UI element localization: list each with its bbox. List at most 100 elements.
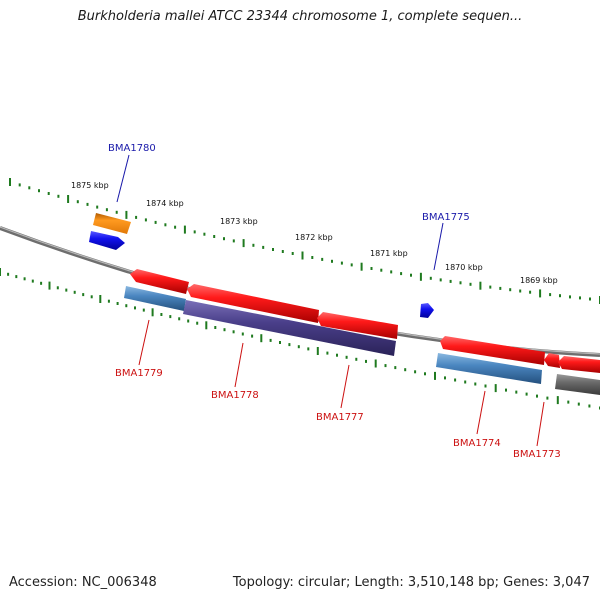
minor-tick xyxy=(569,295,571,299)
minor-tick xyxy=(7,272,10,276)
minor-tick xyxy=(489,285,492,289)
minor-tick xyxy=(404,368,407,372)
gene-bma1774-box[interactable] xyxy=(436,353,542,384)
kbp-label: 1871 kbp xyxy=(370,249,408,258)
minor-tick xyxy=(515,390,518,394)
major-tick xyxy=(67,195,70,203)
minor-tick xyxy=(107,299,110,303)
gene-bma1779-box[interactable] xyxy=(124,286,186,311)
gene-label-bma1777[interactable]: BMA1777 xyxy=(316,412,364,423)
major-tick xyxy=(205,321,208,330)
minor-tick xyxy=(459,281,462,285)
kbp-label: 1872 kbp xyxy=(295,233,333,242)
minor-tick xyxy=(429,276,432,280)
minor-tick xyxy=(509,288,512,292)
minor-tick xyxy=(326,351,329,355)
minor-tick xyxy=(279,341,281,344)
minor-tick xyxy=(288,343,291,347)
minor-tick xyxy=(57,194,60,198)
gene-bma1778-red[interactable] xyxy=(187,284,319,323)
minor-tick xyxy=(444,376,446,380)
major-tick xyxy=(494,384,497,393)
gene-label-bma1775[interactable]: BMA1775 xyxy=(422,212,470,223)
minor-tick xyxy=(56,286,59,290)
minor-tick xyxy=(223,328,226,332)
minor-tick xyxy=(135,215,138,219)
kbp-label: 1870 kbp xyxy=(445,263,483,272)
minor-tick xyxy=(567,400,570,404)
minor-tick xyxy=(203,232,206,236)
minor-tick xyxy=(505,388,507,392)
minor-tick xyxy=(297,345,300,349)
minor-tick xyxy=(174,225,177,229)
major-tick xyxy=(360,262,363,271)
gene-bma1779-red[interactable] xyxy=(130,269,189,294)
gene-bma1775[interactable] xyxy=(420,303,434,318)
minor-tick xyxy=(40,281,43,285)
leader-bma1777 xyxy=(340,364,350,409)
leader-bma1778 xyxy=(234,342,244,388)
topology-summary: Topology: circular; Length: 3,510,148 bp… xyxy=(232,575,590,590)
minor-tick xyxy=(355,357,358,361)
leader-bma1775 xyxy=(433,222,444,271)
minor-tick xyxy=(424,372,426,376)
minor-tick xyxy=(232,330,235,334)
minor-tick xyxy=(38,189,40,193)
gene-bma1778-box[interactable] xyxy=(183,300,396,356)
minor-tick xyxy=(272,248,274,251)
major-tick xyxy=(434,371,436,380)
gene-label-bma1779[interactable]: BMA1779 xyxy=(115,368,163,379)
accession-text: Accession: NC_006348 xyxy=(9,575,157,590)
minor-tick xyxy=(331,259,333,263)
gene-label-bma1774[interactable]: BMA1774 xyxy=(453,438,501,449)
minor-tick xyxy=(232,239,235,243)
major-tick xyxy=(539,289,542,298)
minor-tick xyxy=(241,332,244,336)
minor-tick xyxy=(47,192,50,195)
gene-bma1773-red[interactable] xyxy=(544,353,560,368)
gene-label-bma1778[interactable]: BMA1778 xyxy=(211,390,259,401)
minor-tick xyxy=(86,202,89,206)
minor-tick xyxy=(469,282,472,286)
minor-tick xyxy=(321,257,324,261)
major-tick xyxy=(99,295,102,303)
minor-tick xyxy=(394,366,397,370)
gene-bma1772-box[interactable] xyxy=(555,374,600,395)
gene-bma1772-red[interactable] xyxy=(558,356,600,373)
gene-label-bma1773[interactable]: BMA1773 xyxy=(513,449,561,460)
minor-tick xyxy=(345,355,348,359)
minor-tick xyxy=(579,296,581,300)
minor-tick xyxy=(252,243,255,247)
major-tick xyxy=(260,334,263,343)
minor-tick xyxy=(262,245,265,249)
minor-tick xyxy=(125,304,128,308)
minor-tick xyxy=(23,277,26,281)
minor-tick xyxy=(529,290,532,294)
major-tick xyxy=(316,347,319,355)
minor-tick xyxy=(115,210,118,214)
minor-tick xyxy=(65,288,68,292)
minor-tick xyxy=(546,396,549,400)
minor-tick xyxy=(311,256,314,259)
minor-tick xyxy=(187,319,190,323)
minor-tick xyxy=(15,275,18,279)
minor-tick xyxy=(142,308,145,312)
minor-tick xyxy=(291,252,294,255)
gene-bma1777-red[interactable] xyxy=(317,312,398,339)
minor-tick xyxy=(116,302,119,305)
minor-tick xyxy=(164,223,167,227)
minor-tick xyxy=(90,295,93,299)
leader-bma1779 xyxy=(138,319,150,366)
gene-bma1774-red[interactable] xyxy=(440,336,545,365)
minor-tick xyxy=(18,183,21,187)
gene-bma1780-b[interactable] xyxy=(89,231,125,250)
minor-tick xyxy=(105,208,108,212)
leader-bma1774 xyxy=(476,390,486,435)
minor-tick xyxy=(31,279,34,283)
minor-tick xyxy=(588,404,591,408)
minor-tick xyxy=(134,306,136,310)
leader-bma1780 xyxy=(116,154,130,203)
gene-bma1780-a[interactable] xyxy=(93,213,131,234)
minor-tick xyxy=(589,297,591,301)
gene-label-bma1780[interactable]: BMA1780 xyxy=(108,143,156,154)
